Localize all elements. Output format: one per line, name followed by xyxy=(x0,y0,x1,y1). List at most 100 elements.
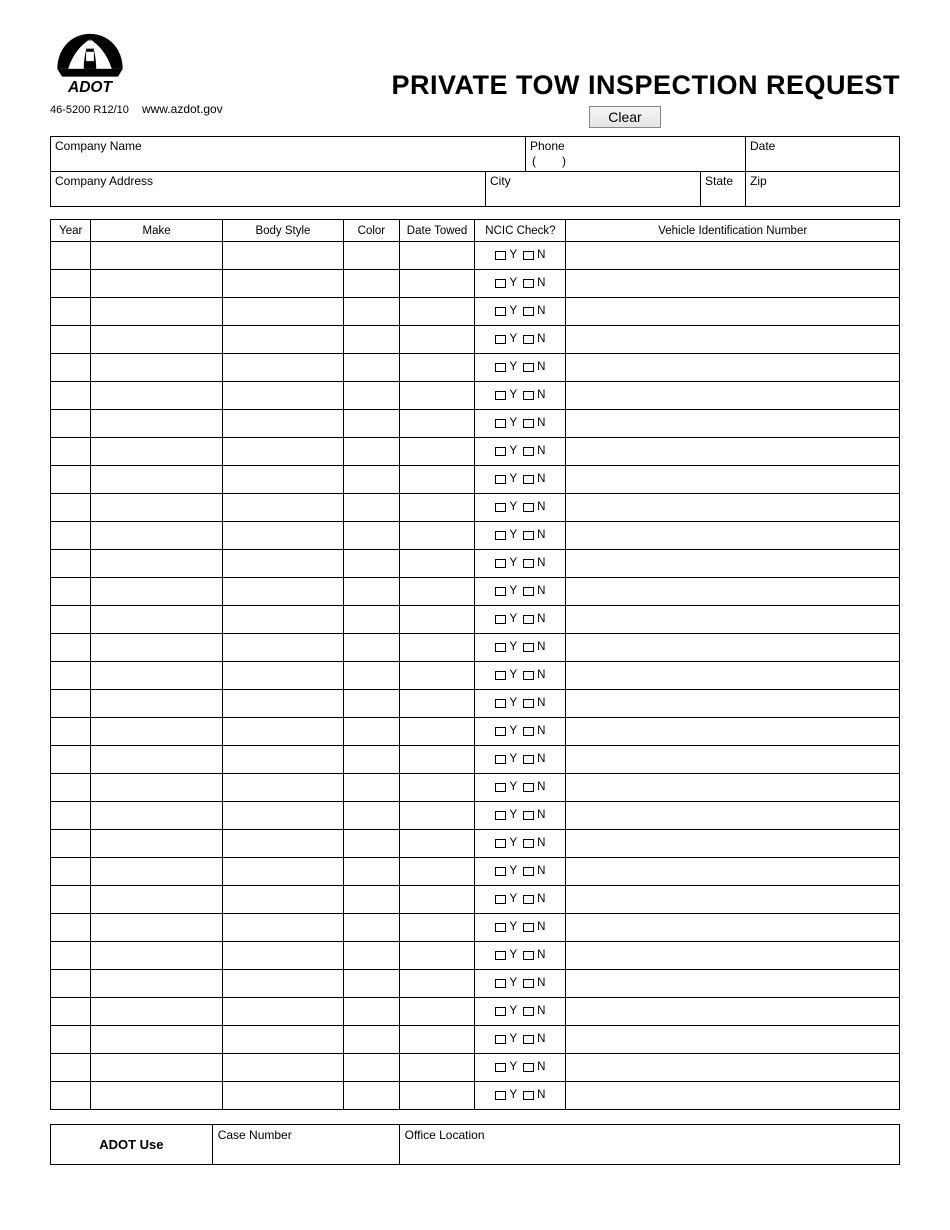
table-cell[interactable] xyxy=(566,746,900,774)
ncic-no-checkbox[interactable] xyxy=(523,727,534,736)
table-cell[interactable] xyxy=(51,634,91,662)
ncic-yes-checkbox[interactable] xyxy=(495,951,506,960)
state-cell[interactable]: State xyxy=(701,172,746,206)
ncic-no-checkbox[interactable] xyxy=(523,671,534,680)
ncic-no-checkbox[interactable] xyxy=(523,1035,534,1044)
table-cell[interactable] xyxy=(566,326,900,354)
table-cell[interactable] xyxy=(344,1054,400,1082)
table-cell[interactable] xyxy=(399,550,475,578)
table-cell[interactable] xyxy=(344,746,400,774)
table-cell[interactable] xyxy=(399,914,475,942)
table-cell[interactable] xyxy=(566,718,900,746)
phone-cell[interactable]: Phone () xyxy=(526,137,746,171)
table-cell[interactable] xyxy=(91,690,222,718)
table-cell[interactable] xyxy=(344,494,400,522)
table-cell[interactable] xyxy=(222,634,343,662)
table-cell[interactable] xyxy=(344,522,400,550)
ncic-yes-checkbox[interactable] xyxy=(495,279,506,288)
table-cell[interactable] xyxy=(51,718,91,746)
table-cell[interactable] xyxy=(399,802,475,830)
table-cell[interactable] xyxy=(399,690,475,718)
table-cell[interactable] xyxy=(91,466,222,494)
table-cell[interactable] xyxy=(51,410,91,438)
table-cell[interactable] xyxy=(222,998,343,1026)
table-cell[interactable] xyxy=(222,354,343,382)
table-cell[interactable] xyxy=(399,858,475,886)
ncic-yes-checkbox[interactable] xyxy=(495,923,506,932)
table-cell[interactable] xyxy=(51,690,91,718)
table-cell[interactable] xyxy=(399,382,475,410)
table-cell[interactable] xyxy=(566,970,900,998)
table-cell[interactable] xyxy=(222,438,343,466)
table-cell[interactable] xyxy=(51,298,91,326)
table-cell[interactable] xyxy=(91,858,222,886)
table-cell[interactable] xyxy=(51,970,91,998)
table-cell[interactable] xyxy=(51,886,91,914)
ncic-no-checkbox[interactable] xyxy=(523,279,534,288)
ncic-yes-checkbox[interactable] xyxy=(495,587,506,596)
table-cell[interactable] xyxy=(566,550,900,578)
table-cell[interactable] xyxy=(91,914,222,942)
table-cell[interactable] xyxy=(399,466,475,494)
ncic-no-checkbox[interactable] xyxy=(523,587,534,596)
ncic-no-checkbox[interactable] xyxy=(523,251,534,260)
case-number-cell[interactable]: Case Number xyxy=(212,1125,399,1165)
table-cell[interactable] xyxy=(399,830,475,858)
table-cell[interactable] xyxy=(399,942,475,970)
table-cell[interactable] xyxy=(344,606,400,634)
city-cell[interactable]: City xyxy=(486,172,701,206)
table-cell[interactable] xyxy=(222,270,343,298)
table-cell[interactable] xyxy=(51,382,91,410)
ncic-no-checkbox[interactable] xyxy=(523,979,534,988)
table-cell[interactable] xyxy=(51,802,91,830)
table-cell[interactable] xyxy=(344,354,400,382)
ncic-yes-checkbox[interactable] xyxy=(495,867,506,876)
table-cell[interactable] xyxy=(91,802,222,830)
ncic-no-checkbox[interactable] xyxy=(523,391,534,400)
table-cell[interactable] xyxy=(399,326,475,354)
ncic-yes-checkbox[interactable] xyxy=(495,783,506,792)
table-cell[interactable] xyxy=(566,382,900,410)
table-cell[interactable] xyxy=(91,382,222,410)
ncic-yes-checkbox[interactable] xyxy=(495,1063,506,1072)
table-cell[interactable] xyxy=(566,634,900,662)
table-cell[interactable] xyxy=(344,718,400,746)
ncic-no-checkbox[interactable] xyxy=(523,1007,534,1016)
table-cell[interactable] xyxy=(566,466,900,494)
table-cell[interactable] xyxy=(222,494,343,522)
table-cell[interactable] xyxy=(222,242,343,270)
table-cell[interactable] xyxy=(91,438,222,466)
table-cell[interactable] xyxy=(222,942,343,970)
table-cell[interactable] xyxy=(51,326,91,354)
table-cell[interactable] xyxy=(222,1026,343,1054)
table-cell[interactable] xyxy=(51,494,91,522)
table-cell[interactable] xyxy=(344,242,400,270)
table-cell[interactable] xyxy=(344,382,400,410)
table-cell[interactable] xyxy=(399,354,475,382)
table-cell[interactable] xyxy=(566,914,900,942)
table-cell[interactable] xyxy=(399,1054,475,1082)
table-cell[interactable] xyxy=(566,802,900,830)
table-cell[interactable] xyxy=(51,354,91,382)
table-cell[interactable] xyxy=(566,886,900,914)
table-cell[interactable] xyxy=(222,382,343,410)
table-cell[interactable] xyxy=(222,914,343,942)
table-cell[interactable] xyxy=(91,242,222,270)
table-cell[interactable] xyxy=(344,578,400,606)
table-cell[interactable] xyxy=(344,970,400,998)
table-cell[interactable] xyxy=(51,746,91,774)
table-cell[interactable] xyxy=(566,494,900,522)
ncic-yes-checkbox[interactable] xyxy=(495,755,506,764)
table-cell[interactable] xyxy=(222,830,343,858)
table-cell[interactable] xyxy=(344,270,400,298)
table-cell[interactable] xyxy=(566,242,900,270)
ncic-yes-checkbox[interactable] xyxy=(495,811,506,820)
table-cell[interactable] xyxy=(399,522,475,550)
table-cell[interactable] xyxy=(344,326,400,354)
ncic-no-checkbox[interactable] xyxy=(523,475,534,484)
ncic-no-checkbox[interactable] xyxy=(523,839,534,848)
table-cell[interactable] xyxy=(399,1026,475,1054)
ncic-yes-checkbox[interactable] xyxy=(495,363,506,372)
table-cell[interactable] xyxy=(51,438,91,466)
ncic-no-checkbox[interactable] xyxy=(523,923,534,932)
